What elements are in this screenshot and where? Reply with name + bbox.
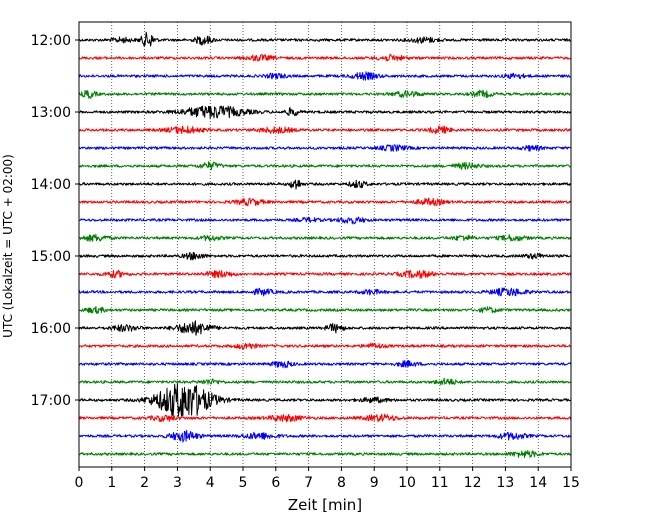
trace-row bbox=[78, 383, 572, 417]
y-tick-label: 13:00 bbox=[31, 105, 71, 121]
trace-row bbox=[78, 413, 572, 423]
trace-row bbox=[78, 251, 572, 261]
trace-row bbox=[78, 233, 572, 242]
x-tick-label: 4 bbox=[206, 475, 215, 491]
trace-row bbox=[78, 287, 572, 297]
x-tick-label: 5 bbox=[239, 475, 248, 491]
trace-row bbox=[78, 360, 572, 369]
trace-row bbox=[78, 105, 572, 120]
x-tick-label: 11 bbox=[431, 475, 449, 491]
x-tick-label: 6 bbox=[271, 475, 280, 491]
y-axis-label: UTC (Lokalzeit = UTC + 02:00) bbox=[1, 154, 15, 338]
x-tick-label: 1 bbox=[107, 475, 116, 491]
trace-row bbox=[78, 31, 572, 47]
trace-row bbox=[78, 179, 572, 190]
trace-row bbox=[78, 269, 572, 279]
y-tick-label: 14:00 bbox=[31, 177, 71, 193]
y-tick-label: 17:00 bbox=[31, 393, 71, 409]
grid-lines bbox=[111, 22, 539, 467]
trace-row bbox=[78, 144, 572, 152]
x-tick-label: 13 bbox=[496, 475, 514, 491]
x-tick-label: 15 bbox=[562, 475, 580, 491]
x-tick-label: 10 bbox=[398, 475, 416, 491]
x-axis-ticks: 0 1 2 3 4 5 6 7 8 9 10 11 12 13 14 15 bbox=[75, 467, 580, 491]
trace-row bbox=[78, 320, 572, 336]
y-axis-ticks: 12:00 13:00 14:00 15:00 16:00 17:00 bbox=[31, 33, 79, 409]
trace-row bbox=[78, 71, 572, 81]
trace-row bbox=[79, 125, 572, 135]
y-tick-label: 15:00 bbox=[31, 249, 71, 265]
x-tick-label: 9 bbox=[370, 475, 379, 491]
trace-row bbox=[78, 89, 572, 99]
x-tick-label: 0 bbox=[75, 475, 84, 491]
trace-row bbox=[78, 377, 572, 386]
x-tick-label: 8 bbox=[337, 475, 346, 491]
x-tick-label: 3 bbox=[173, 475, 182, 491]
traces bbox=[78, 31, 572, 459]
x-tick-label: 2 bbox=[140, 475, 149, 491]
trace-row bbox=[78, 450, 572, 459]
trace-row bbox=[78, 216, 572, 225]
trace-row bbox=[78, 161, 572, 171]
x-tick-label: 14 bbox=[529, 475, 547, 491]
plot-frame bbox=[78, 21, 572, 468]
trace-row bbox=[78, 342, 572, 350]
y-tick-label: 16:00 bbox=[31, 321, 71, 337]
trace-row bbox=[78, 429, 572, 443]
x-tick-label: 12 bbox=[464, 475, 482, 491]
trace-row bbox=[78, 53, 572, 62]
y-tick-label: 12:00 bbox=[31, 33, 71, 49]
x-tick-label: 7 bbox=[304, 475, 313, 491]
x-axis-label: Zeit [min] bbox=[288, 496, 362, 514]
trace-row bbox=[78, 305, 572, 314]
trace-row bbox=[78, 197, 572, 207]
